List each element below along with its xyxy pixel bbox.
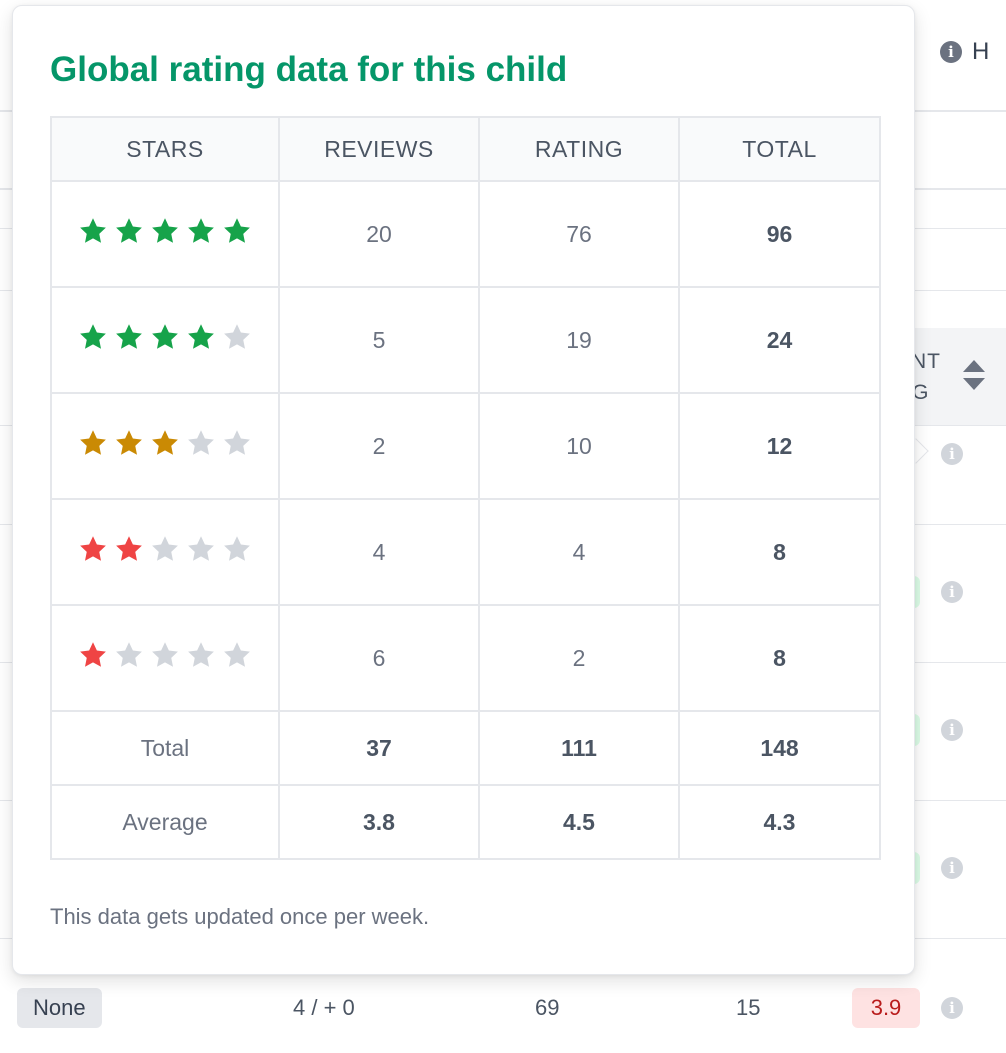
rating-popover: Global rating data for this child STARS … [12,5,915,975]
reviews-cell: 4 [278,498,480,606]
summary-reviews-cell: 3.8 [278,784,480,860]
star-rating [78,428,252,458]
star-filled-icon [78,640,108,670]
column-header-total: TOTAL [678,116,881,182]
summary-reviews-cell: 37 [278,710,480,786]
column-header-stars: STARS [50,116,280,182]
total-cell: 8 [678,604,881,712]
rating-cell: 2 [478,604,680,712]
stars-cell [50,604,280,712]
star-filled-icon [222,216,252,246]
star-filled-icon [186,216,216,246]
rating-cell: 19 [478,286,680,394]
status-badge: None [17,988,102,1028]
stars-cell [50,180,280,288]
summary-row: Total 37 111 148 [50,710,881,786]
info-icon[interactable]: i [941,581,963,603]
star-filled-icon [78,322,108,352]
star-filled-icon [78,216,108,246]
info-icon[interactable]: i [941,719,963,741]
table-cell: 69 [535,995,560,1020]
sort-icon[interactable] [962,360,986,394]
stars-cell [50,286,280,394]
info-icon[interactable]: i [941,997,963,1019]
star-empty-icon [114,640,144,670]
column-header-rating: RATING [478,116,680,182]
stars-cell [50,392,280,500]
star-filled-icon [114,322,144,352]
reviews-cell: 6 [278,604,480,712]
popover-title: Global rating data for this child [50,50,568,89]
rating-table: STARS REVIEWS RATING TOTAL 20 76 96 5 19 24 2 1… [50,116,881,860]
star-filled-icon [78,428,108,458]
star-filled-icon [114,428,144,458]
rating-cell: 76 [478,180,680,288]
info-icon[interactable]: i [941,857,963,879]
info-icon[interactable]: i [941,443,963,465]
help-label: H [972,38,990,65]
column-header-reviews: REVIEWS [278,116,480,182]
star-filled-icon [78,534,108,564]
reviews-cell: 2 [278,392,480,500]
star-empty-icon [150,640,180,670]
table-header-row: STARS REVIEWS RATING TOTAL [50,116,881,182]
star-filled-icon [114,216,144,246]
star-empty-icon [222,322,252,352]
total-cell: 96 [678,180,881,288]
star-filled-icon [150,322,180,352]
info-icon: i [940,41,962,63]
star-filled-icon [150,428,180,458]
star-rating [78,216,252,246]
star-empty-icon [222,428,252,458]
total-cell: 12 [678,392,881,500]
summary-rating-cell: 111 [478,710,680,786]
star-empty-icon [186,534,216,564]
total-cell: 8 [678,498,881,606]
star-filled-icon [114,534,144,564]
total-cell: 24 [678,286,881,394]
table-row: 5 19 24 [50,286,881,394]
summary-label-cell: Total [50,710,280,786]
star-rating [78,534,252,564]
table-cell: 4 / + 0 [293,995,355,1020]
table-cell: 15 [736,995,761,1020]
rating-cell: 4 [478,498,680,606]
table-row: None 4 / + 0 69 15 3.9 i [0,985,1006,1031]
help-link[interactable]: i H [940,38,989,66]
summary-row: Average 3.8 4.5 4.3 [50,784,881,860]
star-empty-icon [222,640,252,670]
summary-label-cell: Average [50,784,280,860]
star-filled-icon [150,216,180,246]
reviews-cell: 20 [278,180,480,288]
update-note: This data gets updated once per week. [50,904,430,929]
summary-rating-cell: 4.5 [478,784,680,860]
star-filled-icon [186,322,216,352]
summary-total-cell: 4.3 [678,784,881,860]
score-badge: 3.9 [852,988,920,1028]
stars-cell [50,498,280,606]
reviews-cell: 5 [278,286,480,394]
star-empty-icon [150,534,180,564]
star-empty-icon [222,534,252,564]
star-rating [78,640,252,670]
star-rating [78,322,252,352]
table-row: 2 10 12 [50,392,881,500]
star-empty-icon [186,428,216,458]
rating-cell: 10 [478,392,680,500]
summary-total-cell: 148 [678,710,881,786]
star-empty-icon [186,640,216,670]
table-row: 20 76 96 [50,180,881,288]
